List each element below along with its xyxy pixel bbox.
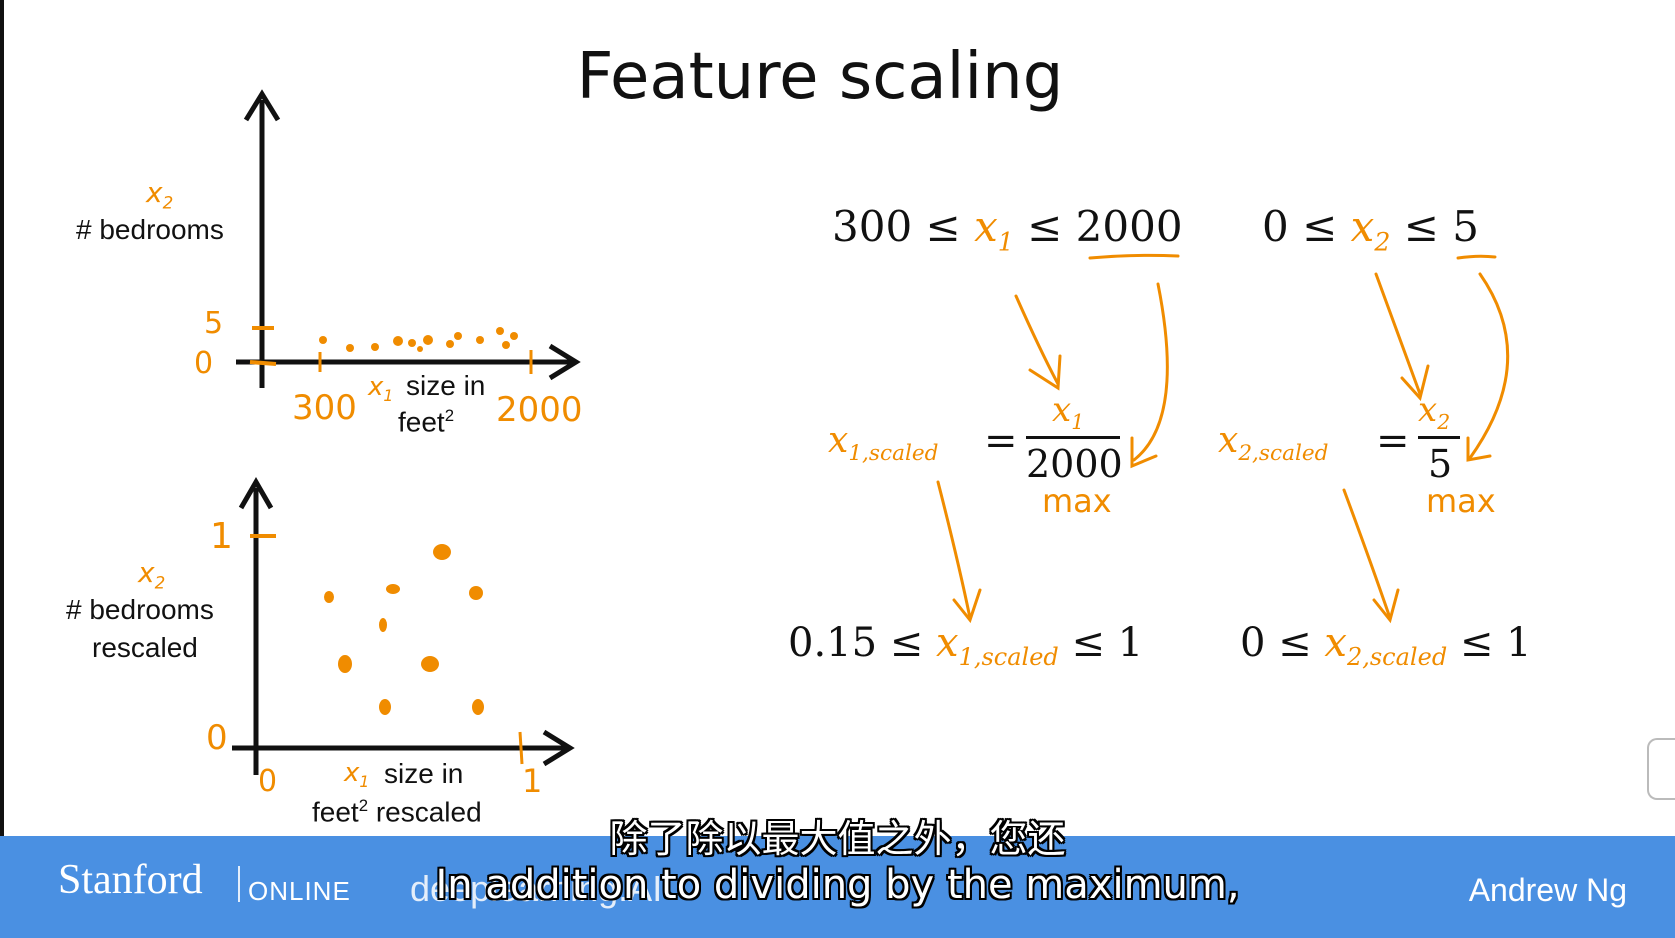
underline-5 <box>1456 254 1497 260</box>
bottom-plot-x-tick-right-label: 1 <box>522 762 543 800</box>
arrow-5-to-denominator <box>1468 272 1510 460</box>
arrowhead-x1 <box>1028 354 1062 391</box>
top-plot-x-var: x1 <box>368 372 394 406</box>
arrowhead-x1scaled <box>952 588 982 624</box>
online-label: ONLINE <box>248 876 351 906</box>
bottom-plot-point <box>421 656 439 672</box>
top-plot-x-label-line2: feet2 <box>398 406 455 438</box>
bottom-plot-y-tick-bottom-label: 0 <box>206 718 228 758</box>
eq-x2-scaled-lhs: x2,scaled <box>1218 420 1329 467</box>
eq-x2-max-note: max <box>1426 482 1496 520</box>
bottom-plot-y-tick-top-label: 1 <box>210 516 233 557</box>
eq-x1-range: 300 ≤ x1 ≤ 2000 <box>832 202 1183 257</box>
eq-x1-max-note: max <box>1042 482 1112 520</box>
bottom-plot-x-label-line2: feet2 rescaled <box>312 796 482 828</box>
arrow-x2-to-numerator <box>1374 272 1422 396</box>
eq-x1-scaled-range: 0.15 ≤ x1,scaled ≤ 1 <box>788 620 1144 671</box>
top-plot-y-label: # bedrooms <box>76 214 224 245</box>
eq-x1-fraction-bar <box>1026 436 1120 439</box>
arrow-x2scaled-to-range <box>1342 488 1392 620</box>
top-plot-point <box>346 344 354 352</box>
top-plot-point <box>446 340 454 348</box>
top-plot-y-tick-0 <box>249 360 277 366</box>
top-plot-point <box>496 327 504 335</box>
bottom-plot-x-label-line1: size in <box>384 758 464 789</box>
bottom-plot-x-tick-1 <box>518 731 524 765</box>
deeplearning-logo: deeplearning.AI <box>410 868 663 909</box>
bottom-plot-y-label-line1: # bedrooms <box>66 594 214 625</box>
bottom-plot-y-var: x2 <box>138 556 166 593</box>
logo-separator <box>238 866 240 902</box>
bottom-plot-point <box>379 699 391 715</box>
bottom-plot-x-arrowhead <box>542 729 575 767</box>
eq-x2-fraction-bar <box>1418 436 1460 439</box>
top-plot-point <box>454 332 462 340</box>
bottom-plot-y-arrowhead <box>238 476 274 510</box>
side-panel-handle[interactable] <box>1647 738 1675 800</box>
footer-bar <box>0 836 1675 938</box>
bottom-plot-point <box>469 586 483 600</box>
arrowhead-5 <box>1466 436 1492 462</box>
eq-x1-scaled-lhs: x1,scaled <box>828 420 939 467</box>
left-border <box>0 0 4 938</box>
bottom-plot-point <box>324 591 334 603</box>
top-plot-y-arrowhead <box>243 89 281 122</box>
top-plot-y-tick-bottom-label: 0 <box>194 346 214 381</box>
arrow-2000-to-denominator <box>1132 282 1169 462</box>
eq-x2-equals: = <box>1376 418 1410 464</box>
arrowhead-x2scaled <box>1372 588 1400 624</box>
eq-x2-denominator: 5 <box>1428 442 1453 486</box>
top-plot-point <box>423 335 433 345</box>
arrow-x1-to-numerator <box>1014 294 1060 386</box>
top-plot-point <box>393 336 403 346</box>
top-plot-point <box>319 336 327 344</box>
bottom-plot-point <box>338 655 352 673</box>
arrowhead-2000 <box>1130 436 1158 469</box>
underline-2000 <box>1088 253 1180 260</box>
slide-title: Feature scaling <box>576 40 1064 114</box>
annotation-arrows <box>936 253 1510 624</box>
top-plot-point <box>371 343 379 351</box>
top-plot-y-var: x2 <box>146 176 174 213</box>
top-plot-point <box>476 336 484 344</box>
eq-x1-denominator: 2000 <box>1026 442 1123 486</box>
top-plot-x-tick-right-label: 2000 <box>496 390 583 430</box>
eq-x2-scaled-range: 0 ≤ x2,scaled ≤ 1 <box>1240 620 1532 671</box>
bottom-plot-y-label-line2: rescaled <box>92 632 198 663</box>
bottom-plot-x-tick-left-label: 0 <box>258 764 278 799</box>
bottom-plot-points <box>324 544 484 715</box>
subtitle-chinese: 除了除以最大值之外，您还 <box>609 817 1066 861</box>
bottom-plot-point <box>472 699 484 715</box>
eq-x1-numerator: x1 <box>1052 390 1085 434</box>
instructor-name: Andrew Ng <box>1468 872 1627 908</box>
top-plot-point <box>417 346 423 352</box>
bottom-plot-point <box>433 544 451 560</box>
top-plot-y-tick-top-label: 5 <box>204 306 224 341</box>
top-plot-point <box>502 341 510 349</box>
stanford-logo: Stanford <box>58 857 203 903</box>
bottom-plot-point <box>386 584 400 594</box>
top-plot-x-tick-left-label: 300 <box>292 388 357 428</box>
subtitle-english: In addition to dividing by the maximum, <box>435 862 1240 908</box>
bottom-plot-x-var: x1 <box>344 758 370 792</box>
top-plot-x-arrowhead <box>548 343 581 381</box>
eq-x2-numerator: x2 <box>1418 390 1451 434</box>
top-plot-point <box>408 339 416 347</box>
arrowhead-x2 <box>1400 364 1430 402</box>
top-plot-points <box>319 327 518 352</box>
bottom-plot-point <box>379 618 387 632</box>
eq-x1-equals: = <box>984 418 1018 464</box>
arrow-x1scaled-to-range <box>936 480 972 620</box>
top-plot-point <box>510 332 518 340</box>
top-plot-x-label-line1: size in <box>406 370 486 401</box>
eq-x2-range: 0 ≤ x2 ≤ 5 <box>1262 202 1479 257</box>
